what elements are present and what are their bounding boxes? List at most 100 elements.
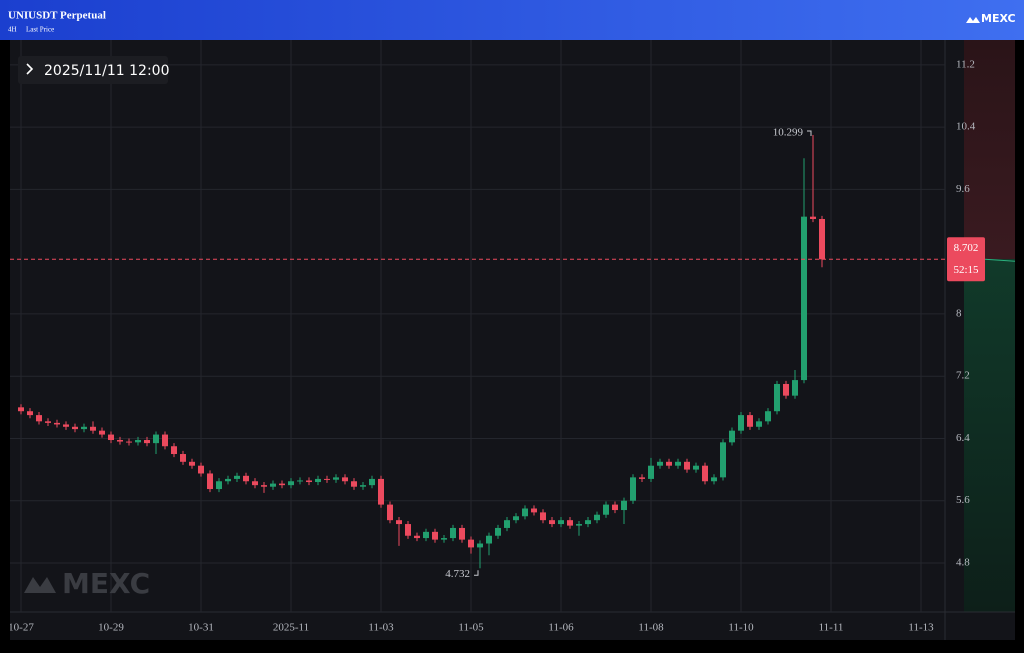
candle-body bbox=[720, 442, 726, 478]
x-tick-label: 11-03 bbox=[368, 622, 394, 634]
candle-body bbox=[585, 520, 591, 525]
candle-body bbox=[279, 483, 285, 486]
x-tick-label: 11-13 bbox=[908, 622, 934, 634]
candle-body bbox=[549, 520, 555, 525]
x-tick-label: 10-27 bbox=[8, 622, 34, 634]
candle-body bbox=[297, 480, 303, 482]
candle-body bbox=[450, 527, 456, 539]
cursor-time: 2025/11/11 12:00 bbox=[44, 63, 170, 79]
brand: MEXC bbox=[981, 12, 1016, 25]
time-box bbox=[18, 56, 168, 84]
x-tick-label: 11-10 bbox=[728, 622, 754, 634]
candle-body bbox=[729, 430, 735, 443]
axis-shade-down bbox=[964, 259, 1015, 612]
candle-body bbox=[72, 426, 78, 430]
header-bar bbox=[0, 0, 1024, 40]
candle-body bbox=[792, 380, 798, 396]
price-trail bbox=[984, 258, 1016, 262]
candle-body bbox=[423, 531, 429, 539]
candle-body bbox=[144, 440, 150, 444]
candle-body bbox=[675, 461, 681, 466]
candle-body bbox=[576, 524, 582, 526]
candle-body bbox=[54, 422, 60, 425]
x-tick-label: 11-05 bbox=[458, 622, 484, 634]
candle-body bbox=[648, 465, 654, 479]
candle-body bbox=[342, 477, 348, 482]
candle-body bbox=[126, 441, 132, 443]
candle-body bbox=[252, 481, 258, 486]
candle-body bbox=[288, 481, 294, 486]
x-tick-label: 10-29 bbox=[98, 622, 124, 634]
brand-logo bbox=[966, 17, 980, 23]
candle-body bbox=[324, 478, 330, 480]
candle-body bbox=[90, 426, 96, 431]
candle-body bbox=[405, 524, 411, 536]
candle-body bbox=[27, 411, 33, 416]
candle-body bbox=[738, 415, 744, 431]
candle-body bbox=[477, 543, 483, 548]
candle-body bbox=[333, 477, 339, 480]
candle-body bbox=[153, 434, 159, 444]
y-tick-label: 10.4 bbox=[956, 121, 976, 133]
candle-body bbox=[558, 520, 564, 525]
candle-body bbox=[567, 520, 573, 526]
y-tick-label: 8 bbox=[956, 307, 962, 319]
candle-body bbox=[459, 527, 465, 540]
candle-body bbox=[774, 383, 780, 412]
candle-body bbox=[36, 415, 42, 422]
candle-body bbox=[81, 426, 87, 430]
candle-body bbox=[639, 477, 645, 479]
candle-body bbox=[189, 461, 195, 466]
candle-body bbox=[315, 478, 321, 483]
high-marker bbox=[807, 130, 812, 137]
candle-body bbox=[594, 514, 600, 521]
candle-body bbox=[378, 478, 384, 505]
candle-body bbox=[225, 478, 231, 482]
x-axis: 10-27 10-29 10-31 2025-11 11-03 11-05 11-06 11-… bbox=[8, 622, 934, 634]
candle-body bbox=[702, 465, 708, 482]
expand-icon[interactable] bbox=[26, 63, 34, 75]
candle-body bbox=[657, 461, 663, 466]
candle-body bbox=[216, 481, 222, 490]
plot-background bbox=[10, 40, 1015, 640]
candle-body bbox=[243, 475, 249, 482]
x-tick-label: 11-06 bbox=[548, 622, 574, 634]
candle-body bbox=[117, 440, 123, 442]
y-tick-label: 6.4 bbox=[956, 432, 970, 444]
x-tick-label: 11-08 bbox=[638, 622, 664, 634]
candle-body bbox=[261, 485, 267, 487]
y-tick-label: 4.8 bbox=[956, 557, 970, 569]
candle-body bbox=[603, 504, 609, 515]
candle-body bbox=[810, 216, 816, 219]
low-marker bbox=[474, 570, 479, 576]
axis-shade-up bbox=[964, 40, 1015, 259]
x-tick-label: 10-31 bbox=[188, 622, 214, 634]
y-tick-label: 7.2 bbox=[956, 370, 970, 382]
candle-body bbox=[18, 407, 24, 412]
y-tick-label: 9.6 bbox=[956, 183, 970, 195]
candle-body bbox=[684, 461, 690, 470]
candle-body bbox=[45, 421, 51, 423]
candle-body bbox=[360, 485, 366, 487]
x-tick-label: 11-11 bbox=[819, 622, 844, 634]
candle-body bbox=[495, 527, 501, 536]
candle-body bbox=[135, 440, 141, 443]
candle-body bbox=[108, 434, 114, 441]
candle-body bbox=[630, 477, 636, 501]
candle-body bbox=[63, 424, 69, 427]
countdown: 52:15 bbox=[953, 264, 979, 276]
symbol-title: UNIUSDT Perpetual bbox=[8, 10, 106, 22]
candle-body bbox=[99, 430, 105, 435]
candle-body bbox=[666, 461, 672, 466]
candle-body bbox=[801, 216, 807, 381]
candle-body bbox=[432, 531, 438, 540]
candle-body bbox=[234, 475, 240, 479]
candle-body bbox=[783, 383, 789, 396]
candle-body bbox=[162, 434, 168, 447]
candle-body bbox=[207, 473, 213, 490]
last-price-label: 8.702 bbox=[954, 242, 979, 254]
low-label: 4.732 bbox=[445, 568, 470, 580]
candle-body bbox=[612, 504, 618, 511]
y-tick-label: 5.6 bbox=[956, 494, 970, 506]
